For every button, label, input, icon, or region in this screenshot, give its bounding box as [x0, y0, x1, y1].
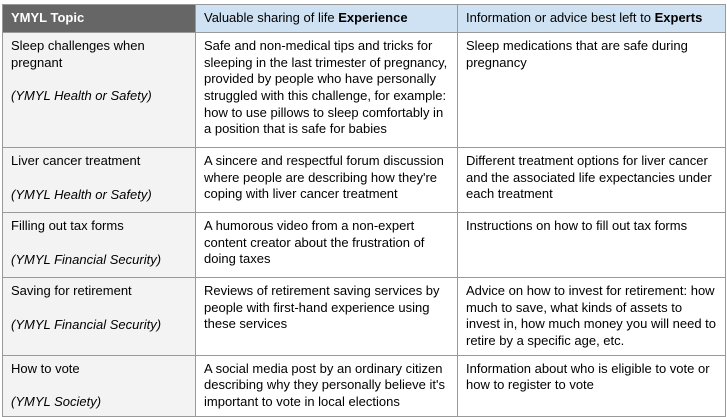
header-experience: Valuable sharing of life Experience — [195, 4, 458, 33]
experience-cell: A social media post by an ordinary citiz… — [195, 354, 458, 417]
table-header-row: YMYL Topic Valuable sharing of life Expe… — [2, 4, 726, 33]
experts-cell: Sleep medications that are safe during p… — [457, 32, 726, 148]
experience-cell: A humorous video from a non-expert conte… — [195, 212, 458, 278]
header-experience-prefix: Valuable sharing of life — [204, 10, 339, 26]
header-experts: Information or advice best left to Exper… — [457, 4, 726, 33]
ymyl-category-label: (YMYL Health or Safety) — [11, 88, 152, 104]
header-ymyl-topic: YMYL Topic — [2, 4, 196, 33]
header-experts-prefix: Information or advice best left to — [466, 10, 655, 26]
ymyl-category-label: (YMYL Society) — [11, 394, 102, 410]
topic-cell: Filling out tax forms (YMYL Financial Se… — [2, 212, 196, 278]
table-row: Saving for retirement (YMYL Financial Se… — [2, 277, 726, 356]
header-experts-bold: Experts — [654, 10, 703, 26]
experience-cell: Safe and non-medical tips and tricks for… — [195, 32, 458, 148]
table-row: Liver cancer treatment (YMYL Health or S… — [2, 147, 726, 213]
ymyl-category-label: (YMYL Health or Safety) — [11, 186, 152, 202]
header-ymyl-topic-label: YMYL Topic — [11, 10, 85, 26]
experts-cell: Instructions on how to fill out tax form… — [457, 212, 726, 278]
table-row: How to vote (YMYL Society) A social medi… — [2, 354, 726, 417]
topic-label: Sleep challenges when pregnant — [11, 38, 145, 70]
experts-cell: Advice on how to invest for retirement: … — [457, 277, 726, 356]
ymyl-category-label: (YMYL Financial Security) — [11, 316, 162, 332]
topic-label: How to vote — [11, 360, 80, 376]
experience-cell: A sincere and respectful forum discussio… — [195, 147, 458, 213]
ymyl-category-label: (YMYL Financial Security) — [11, 251, 162, 267]
topic-label: Filling out tax forms — [11, 218, 124, 233]
header-experience-bold: Experience — [338, 10, 408, 26]
topic-label: Liver cancer treatment — [11, 153, 141, 168]
topic-cell: How to vote (YMYL Society) — [2, 354, 196, 417]
topic-cell: Saving for retirement (YMYL Financial Se… — [2, 277, 196, 356]
experts-cell: Different treatment options for liver ca… — [457, 147, 726, 213]
table-row: Filling out tax forms (YMYL Financial Se… — [2, 212, 726, 278]
table-row: Sleep challenges when pregnant (YMYL Hea… — [2, 32, 726, 148]
topic-label: Saving for retirement — [11, 283, 132, 298]
experience-cell: Reviews of retirement saving services by… — [195, 277, 458, 356]
topic-cell: Liver cancer treatment (YMYL Health or S… — [2, 147, 196, 213]
topic-cell: Sleep challenges when pregnant (YMYL Hea… — [2, 32, 196, 148]
ymyl-examples-table: YMYL Topic Valuable sharing of life Expe… — [2, 4, 726, 417]
experts-cell: Information about who is eligible to vot… — [457, 354, 726, 417]
